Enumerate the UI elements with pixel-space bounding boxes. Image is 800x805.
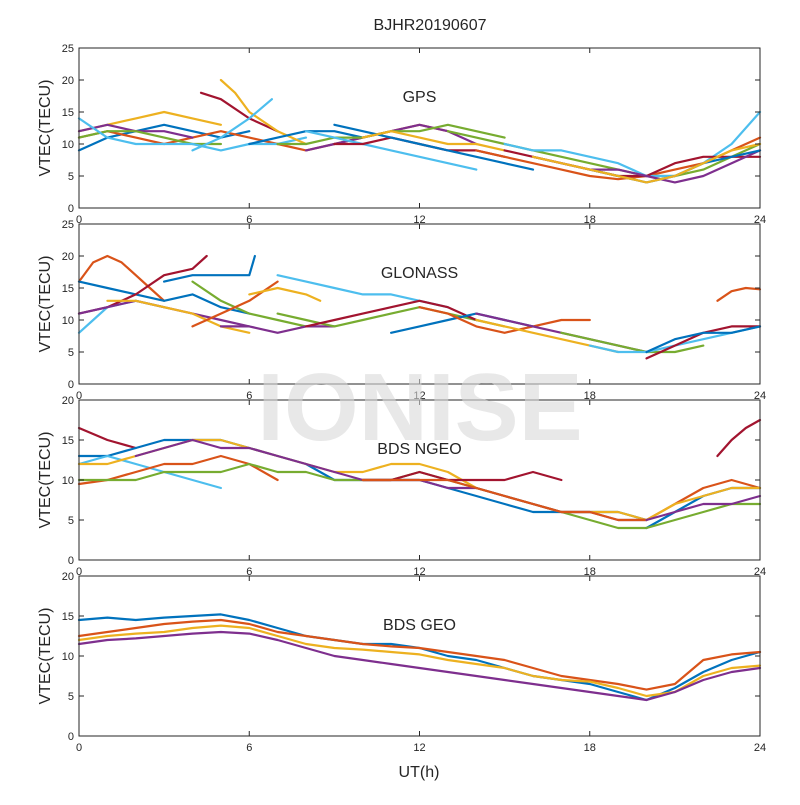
x-tick-label: 18 xyxy=(584,566,596,578)
y-axis-label: VTEC(TECU) xyxy=(37,432,54,529)
series-line-15 xyxy=(418,306,591,334)
panel-2: 0 6 12 18 24 0 5 10 15 20 VTEC(TECU) BDS NGEO xyxy=(37,395,766,578)
y-tick-label: 15 xyxy=(62,283,74,295)
series-line-6 xyxy=(163,254,256,283)
series-line-7 xyxy=(191,280,308,328)
x-tick-label: 24 xyxy=(754,214,766,226)
panel-plot-area xyxy=(79,576,760,736)
panel-label: GLONASS xyxy=(381,265,458,282)
y-tick-label: 25 xyxy=(62,43,74,55)
series-line-4 xyxy=(77,454,279,486)
series-line-13 xyxy=(304,130,478,171)
series-line-2 xyxy=(77,624,762,698)
series-line-21 xyxy=(716,286,762,302)
series-line-22 xyxy=(645,325,762,354)
panel-series-group xyxy=(77,613,762,702)
panel-series-group xyxy=(77,78,762,184)
y-axis-label: VTEC(TECU) xyxy=(37,256,54,353)
x-tick-label: 6 xyxy=(246,566,252,578)
series-line-12 xyxy=(645,494,762,522)
series-line-13 xyxy=(304,299,478,328)
series-line-0 xyxy=(77,254,166,302)
series-line-18 xyxy=(560,331,705,354)
y-tick-label: 0 xyxy=(68,379,74,391)
y-tick-label: 10 xyxy=(62,651,74,663)
y-tick-label: 5 xyxy=(68,347,74,359)
x-tick-label: 6 xyxy=(246,742,252,754)
series-line-0 xyxy=(77,426,137,450)
y-tick-label: 15 xyxy=(62,435,74,447)
y-tick-label: 20 xyxy=(62,251,74,263)
series-line-10 xyxy=(248,286,322,302)
y-tick-label: 20 xyxy=(62,395,74,407)
y-axis-label: VTEC(TECU) xyxy=(37,80,54,177)
x-axis-label: UT(h) xyxy=(399,764,440,781)
y-tick-label: 5 xyxy=(68,515,74,527)
series-line-6 xyxy=(199,91,279,133)
x-tick-label: 24 xyxy=(754,742,766,754)
series-line-13 xyxy=(716,418,762,458)
x-tick-label: 24 xyxy=(754,566,766,578)
y-tick-label: 0 xyxy=(68,203,74,215)
x-tick-label: 0 xyxy=(76,390,82,402)
series-line-16 xyxy=(361,130,506,152)
x-tick-label: 6 xyxy=(246,390,252,402)
figure-title: BJHR20190607 xyxy=(374,17,487,34)
panel-label: BDS GEO xyxy=(383,617,456,634)
y-tick-label: 25 xyxy=(62,219,74,231)
y-tick-label: 15 xyxy=(62,611,74,623)
x-tick-label: 0 xyxy=(76,566,82,578)
y-tick-label: 10 xyxy=(62,315,74,327)
panel-label: BDS NGEO xyxy=(377,441,461,458)
x-tick-label: 12 xyxy=(413,566,425,578)
series-line-23 xyxy=(531,142,762,184)
panel-1: 0 6 12 18 24 0 5 10 15 20 25 VTEC(TECU) GLONASS xyxy=(37,219,766,402)
x-tick-label: 0 xyxy=(76,214,82,226)
y-tick-label: 15 xyxy=(62,107,74,119)
panel-series-group xyxy=(77,418,762,530)
series-line-5 xyxy=(77,117,308,152)
series-line-3 xyxy=(77,630,762,702)
y-tick-label: 0 xyxy=(68,731,74,743)
panel-series-group xyxy=(77,254,762,360)
x-tick-label: 18 xyxy=(584,742,596,754)
panel-label: GPS xyxy=(403,89,437,106)
series-line-18 xyxy=(446,130,762,178)
series-line-1 xyxy=(77,618,762,691)
series-line-19 xyxy=(503,110,762,178)
series-line-8 xyxy=(361,478,762,522)
series-line-7 xyxy=(361,470,563,482)
series-line-15 xyxy=(333,123,535,171)
x-tick-label: 12 xyxy=(413,390,425,402)
y-tick-label: 0 xyxy=(68,555,74,567)
panel-3: 0 6 12 18 24 0 5 10 15 20 VTEC(TECU) BDS GEO xyxy=(37,571,766,754)
series-line-8 xyxy=(191,98,273,152)
x-tick-label: 12 xyxy=(413,214,425,226)
series-line-9 xyxy=(219,325,336,334)
x-tick-label: 18 xyxy=(584,214,596,226)
x-tick-label: 6 xyxy=(246,214,252,226)
x-tick-label: 24 xyxy=(754,390,766,402)
x-tick-label: 12 xyxy=(413,742,425,754)
series-line-11 xyxy=(645,502,762,530)
y-tick-label: 20 xyxy=(62,571,74,583)
y-tick-label: 20 xyxy=(62,75,74,87)
x-tick-label: 18 xyxy=(584,390,596,402)
y-tick-label: 5 xyxy=(68,171,74,183)
x-tick-label: 0 xyxy=(76,742,82,754)
y-tick-label: 10 xyxy=(62,475,74,487)
series-line-1 xyxy=(77,280,251,315)
series-line-12 xyxy=(276,306,506,328)
series-line-10 xyxy=(645,486,762,522)
y-tick-label: 5 xyxy=(68,691,74,703)
y-tick-label: 10 xyxy=(62,139,74,151)
y-axis-label: VTEC(TECU) xyxy=(37,608,54,705)
panel-0: 0 6 12 18 24 0 5 10 15 20 25 VTEC(TECU) GPS xyxy=(37,43,766,226)
watermark-text: IONISE xyxy=(257,354,582,461)
